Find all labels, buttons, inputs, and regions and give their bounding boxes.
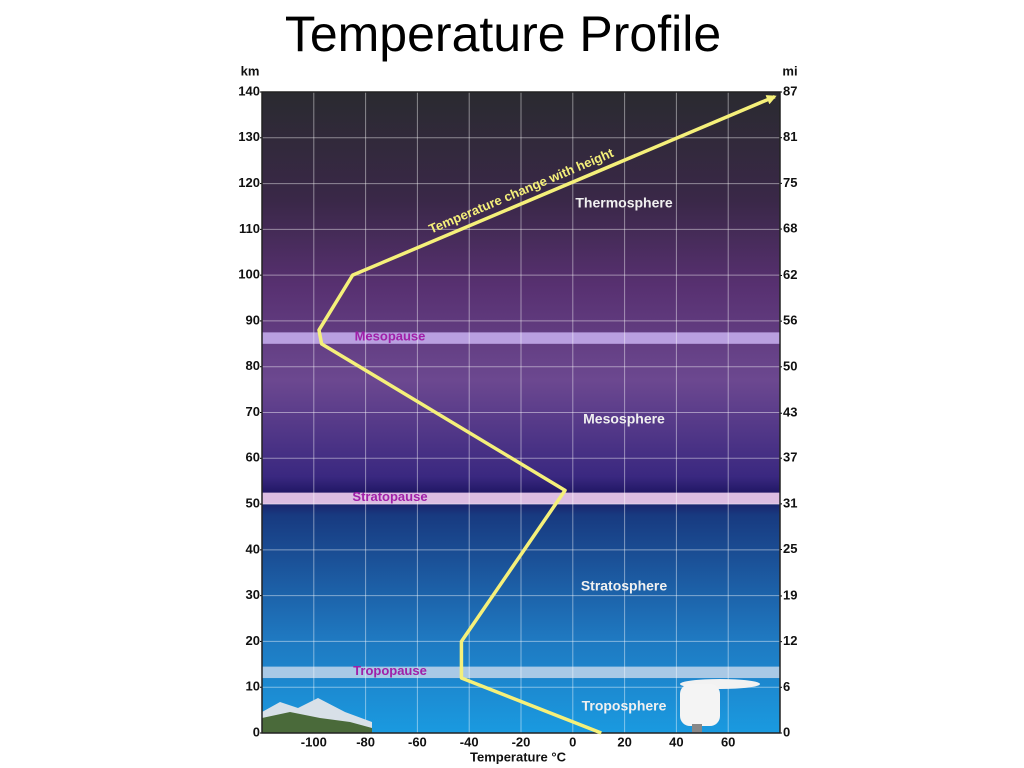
y2-tick-label: 12 [783, 633, 797, 648]
y2-tick-label: 62 [783, 267, 797, 282]
pause-band [262, 492, 780, 505]
x-axis-label: Temperature °C [470, 749, 567, 764]
y-tick-label: 80 [246, 358, 260, 373]
x-tick-label: 40 [669, 734, 683, 749]
y-tick-label: 50 [246, 496, 260, 511]
y-tick-label: 0 [253, 724, 260, 739]
y2-tick-label: 37 [783, 450, 797, 465]
layer-label: Troposphere [582, 698, 667, 714]
chart-title: Temperature Profile [285, 6, 721, 62]
y-tick-label: 130 [238, 129, 260, 144]
y2-tick-label: 19 [783, 587, 797, 602]
y-tick-label: 110 [239, 221, 260, 236]
y2-axis-label: mi [782, 63, 797, 78]
x-tick-label: 60 [721, 734, 735, 749]
x-tick-label: -80 [356, 734, 375, 749]
layer-label: Mesosphere [583, 411, 665, 427]
x-tick-label: -40 [460, 734, 479, 749]
mountains [262, 698, 372, 733]
y2-tick-label: 81 [783, 129, 797, 144]
pause-band [262, 666, 780, 679]
x-tick-label: 0 [569, 734, 576, 749]
y2-tick-label: 25 [783, 541, 797, 556]
y2-tick-label: 0 [783, 724, 790, 739]
x-tick-label: -20 [512, 734, 531, 749]
y-tick-label: 60 [246, 450, 260, 465]
y2-tick-label: 56 [783, 313, 797, 328]
x-tick-label: 20 [617, 734, 631, 749]
y2-tick-label: 50 [783, 358, 797, 373]
y-tick-label: 20 [246, 633, 260, 648]
plot-frame [261, 91, 781, 734]
band-label: Mesopause [355, 329, 426, 344]
y-tick-label: 120 [238, 175, 260, 190]
y2-tick-label: 31 [783, 495, 797, 510]
y-tick-label: 40 [246, 541, 260, 556]
plot-area [262, 92, 780, 733]
y-tick-label: 30 [246, 587, 260, 602]
y-tick-label: 90 [246, 312, 260, 327]
layer-label: Stratosphere [581, 578, 668, 594]
band-label: Tropopause [353, 663, 427, 678]
temperature-line [317, 94, 777, 735]
x-tick-label: -60 [408, 734, 427, 749]
layer-label: Thermosphere [575, 195, 672, 211]
band-label: Stratopause [352, 489, 427, 504]
y-tick-label: 100 [238, 267, 260, 282]
y2-tick-label: 87 [783, 83, 797, 98]
y-tick-label: 10 [246, 679, 260, 694]
pause-band [262, 332, 780, 344]
y2-tick-label: 6 [783, 679, 790, 694]
y2-tick-label: 75 [783, 175, 797, 190]
y2-tick-label: 68 [783, 220, 797, 235]
plot-background [262, 92, 780, 733]
y-axis-label: km [241, 63, 260, 78]
cloud [680, 679, 760, 733]
y2-tick-label: 43 [783, 405, 797, 420]
y-tick-label: 70 [246, 404, 260, 419]
x-tick-label: -100 [301, 734, 327, 749]
y-tick-label: 140 [238, 83, 260, 98]
